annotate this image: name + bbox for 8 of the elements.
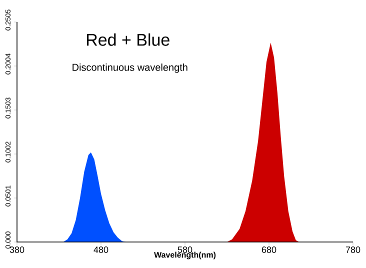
x-tick-label: 480 (94, 246, 108, 253)
text: Discontinuous wavelength (72, 64, 188, 73)
text: Red + Blue (86, 33, 170, 46)
x-tick-label: 380 (10, 246, 24, 253)
x-tick-label: 780 (346, 246, 360, 253)
x-axis-title: Wavelength(nm) (154, 252, 216, 260)
x-tick-label: 580 (178, 246, 192, 253)
x-tick-label: 680 (262, 246, 276, 253)
